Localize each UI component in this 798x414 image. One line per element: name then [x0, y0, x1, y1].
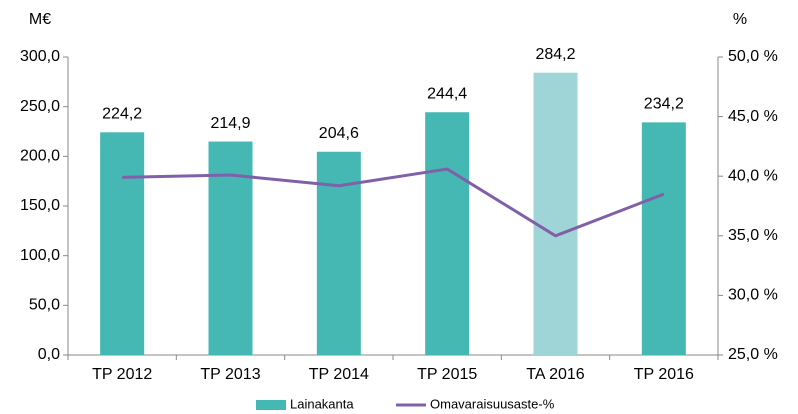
y-tick-label: 300,0 — [20, 48, 60, 65]
x-tick-label: TA 2016 — [526, 366, 585, 383]
y-tick-label: 200,0 — [20, 148, 60, 165]
data-label: 214,9 — [210, 115, 250, 132]
x-tick-label: TP 2016 — [634, 366, 694, 383]
y2-tick-label: 35,0 % — [728, 227, 778, 244]
data-label: 204,6 — [319, 125, 359, 142]
x-tick-label: TP 2012 — [92, 366, 152, 383]
data-label: 224,2 — [102, 106, 142, 123]
y-tick-label: 150,0 — [20, 197, 60, 214]
y2-tick-label: 30,0 % — [728, 287, 778, 304]
x-tick-label: TP 2015 — [417, 366, 477, 383]
legend-label: Omavaraisuusaste-% — [430, 396, 555, 411]
x-tick-label: TP 2013 — [200, 366, 260, 383]
y-tick-label: 50,0 — [29, 297, 60, 314]
y2-tick-label: 45,0 % — [728, 108, 778, 125]
y2-tick-label: 40,0 % — [728, 167, 778, 184]
bar — [641, 122, 686, 356]
y2-tick-label: 50,0 % — [728, 48, 778, 65]
bar — [533, 72, 578, 355]
data-label: 284,2 — [535, 46, 575, 63]
y-tick-label: 100,0 — [20, 247, 60, 264]
y-tick-label: 250,0 — [20, 98, 60, 115]
y-axis-label: M€ — [29, 11, 51, 28]
bar — [100, 132, 145, 355]
y2-tick-label: 25,0 % — [728, 346, 778, 363]
bar — [425, 112, 470, 355]
data-label: 244,4 — [427, 85, 467, 102]
legend-label: Lainakanta — [290, 396, 354, 411]
data-label: 234,2 — [644, 96, 684, 113]
y2-axis-label: % — [733, 11, 747, 28]
line — [122, 167, 665, 238]
y-tick-label: 0,0 — [38, 346, 60, 363]
legend-swatch — [256, 400, 286, 410]
x-tick-label: TP 2014 — [309, 366, 369, 383]
